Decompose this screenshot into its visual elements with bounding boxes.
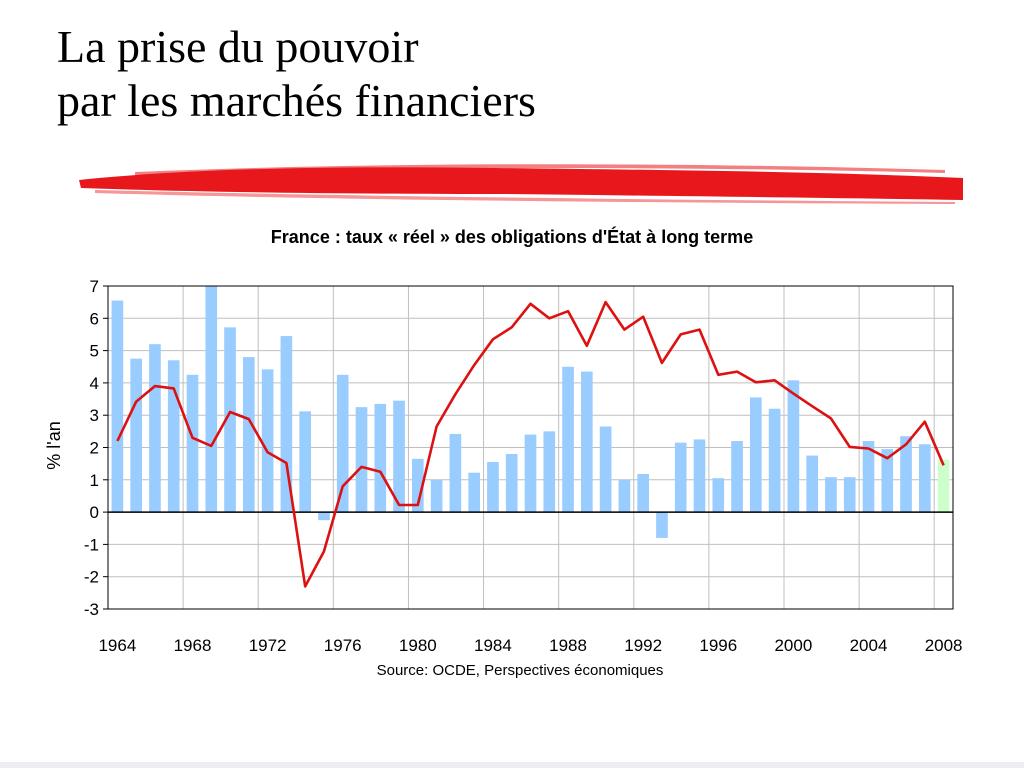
- bar: [618, 479, 631, 513]
- bar: [243, 357, 255, 513]
- bar: [374, 403, 387, 513]
- bar: [581, 371, 593, 513]
- bar: [149, 344, 161, 513]
- bar: [693, 439, 706, 513]
- y-tick-label: 7: [90, 277, 99, 296]
- red-brush-stroke: [79, 164, 963, 204]
- y-tick-label: 2: [90, 439, 99, 458]
- bar: [280, 336, 293, 513]
- bar: [656, 512, 668, 538]
- bar: [825, 477, 837, 513]
- bar: [787, 380, 800, 513]
- bar: [318, 512, 330, 521]
- bar: [449, 433, 462, 513]
- x-tick-label: 2004: [850, 636, 888, 655]
- bar: [355, 407, 368, 513]
- bar: [900, 436, 912, 513]
- bar: [750, 397, 762, 513]
- x-tick-label: 1976: [324, 636, 362, 655]
- bar: [768, 408, 781, 513]
- bar: [130, 358, 142, 513]
- bar: [806, 455, 818, 513]
- x-tick-label: 1968: [174, 636, 212, 655]
- bar: [336, 374, 349, 513]
- bar: [637, 473, 649, 513]
- bar: [843, 477, 856, 513]
- bar: [205, 286, 218, 513]
- slide-title-line2: par les marchés financiers: [57, 75, 536, 126]
- y-tick-label: -3: [84, 600, 99, 619]
- x-tick-label: 1980: [399, 636, 437, 655]
- bar: [712, 478, 725, 513]
- bar: [524, 434, 537, 513]
- bar: [487, 462, 499, 513]
- bar: [862, 441, 875, 513]
- bar: [430, 479, 443, 513]
- x-tick-label: 1984: [474, 636, 512, 655]
- bar: [393, 400, 405, 513]
- x-tick-label: 2008: [925, 636, 963, 655]
- bar: [468, 472, 480, 513]
- bar: [412, 458, 424, 513]
- y-tick-label: 1: [90, 471, 99, 490]
- bar: [261, 369, 274, 513]
- x-tick-label: 1964: [98, 636, 136, 655]
- bar: [167, 360, 180, 513]
- bar: [937, 459, 950, 513]
- slide-title: La prise du pouvoir par les marchés fina…: [57, 20, 536, 128]
- y-tick-label: -2: [84, 568, 99, 587]
- bar: [674, 442, 687, 513]
- bar: [919, 444, 931, 513]
- bar: [543, 431, 556, 513]
- x-tick-label: 2000: [774, 636, 812, 655]
- bar-line-chart: 7 6 5 4 3 2 1 0 -1 -2 -3 1964 1968 1972 1976 1980 1984 19…: [44, 277, 963, 655]
- series-line: [116, 300, 945, 588]
- bar: [562, 366, 574, 513]
- x-tick-label: 1992: [624, 636, 662, 655]
- x-tick-label: 1996: [699, 636, 737, 655]
- slide-footer-band: [0, 762, 1024, 768]
- chart-title: France : taux « réel » des obligations d…: [270, 227, 754, 247]
- y-tick-label: 0: [90, 503, 99, 522]
- y-tick-label: 6: [90, 309, 99, 328]
- y-tick-label: 4: [90, 374, 99, 393]
- bar: [599, 426, 612, 513]
- y-tick-label: 3: [90, 406, 99, 425]
- chart-source: Source: OCDE, Perspectives économiques: [376, 662, 664, 679]
- slide-title-line1: La prise du pouvoir: [57, 21, 419, 72]
- y-axis-label: % l'an: [44, 421, 64, 469]
- x-tick-label: 1972: [249, 636, 287, 655]
- bar: [299, 411, 311, 513]
- y-tick-label: -1: [84, 535, 99, 554]
- bar: [111, 300, 124, 513]
- y-tick-label: 5: [90, 342, 99, 361]
- bar: [224, 327, 236, 513]
- bar: [881, 449, 894, 513]
- bar: [186, 374, 199, 513]
- bar: [731, 441, 743, 513]
- bar: [505, 453, 518, 513]
- x-tick-label: 1988: [549, 636, 587, 655]
